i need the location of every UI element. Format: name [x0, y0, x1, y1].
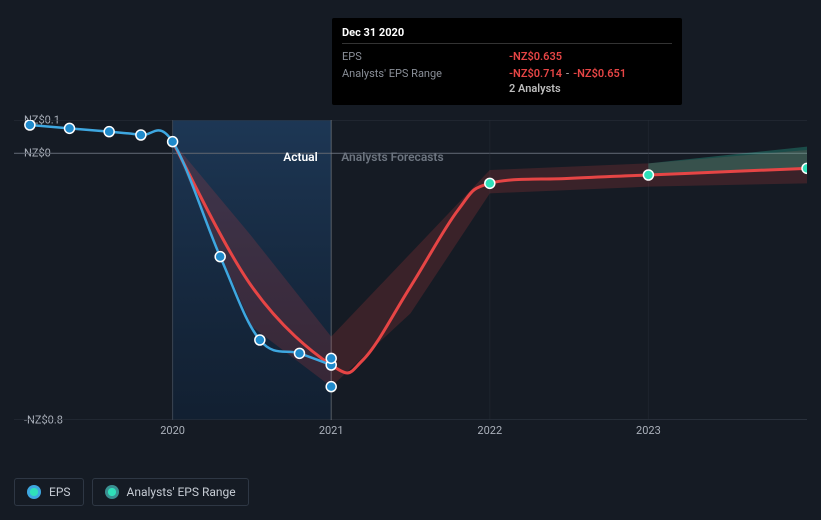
x-tick-label: 2021: [319, 424, 344, 437]
tooltip-row-label: Analysts' EPS Range: [342, 65, 509, 97]
tooltip-row-label: EPS: [342, 48, 509, 65]
chart-tooltip: Dec 31 2020 EPS-NZ$0.635Analysts' EPS Ra…: [332, 18, 682, 105]
plot-area[interactable]: Actual Analysts Forecasts: [14, 120, 807, 420]
forecast-region-label: Analysts Forecasts: [341, 150, 443, 164]
eps-chart: NZ$0.1NZ$0-NZ$0.8 Actual Analysts Foreca…: [14, 120, 807, 440]
legend-swatch-icon: [105, 485, 119, 499]
legend-swatch-icon: [27, 485, 41, 499]
tooltip-row-value: -NZ$0.714--NZ$0.6512 Analysts: [509, 65, 672, 97]
x-tick-label: 2020: [160, 424, 185, 437]
legend-item[interactable]: Analysts' EPS Range: [92, 478, 249, 506]
tooltip-table: EPS-NZ$0.635Analysts' EPS Range-NZ$0.714…: [342, 48, 672, 97]
legend-item[interactable]: EPS: [14, 478, 84, 506]
legend-label: EPS: [49, 485, 71, 499]
chart-svg: [14, 120, 807, 420]
x-tick-label: 2022: [477, 424, 502, 437]
actual-region-label: Actual: [283, 150, 318, 164]
x-tick-label: 2023: [636, 424, 661, 437]
chart-legend: EPS Analysts' EPS Range: [14, 478, 249, 506]
x-axis-labels: 2020 2021 2022 2023: [14, 424, 807, 444]
legend-label: Analysts' EPS Range: [127, 485, 236, 499]
tooltip-row-value: -NZ$0.635: [509, 48, 672, 65]
tooltip-title: Dec 31 2020: [342, 26, 672, 44]
